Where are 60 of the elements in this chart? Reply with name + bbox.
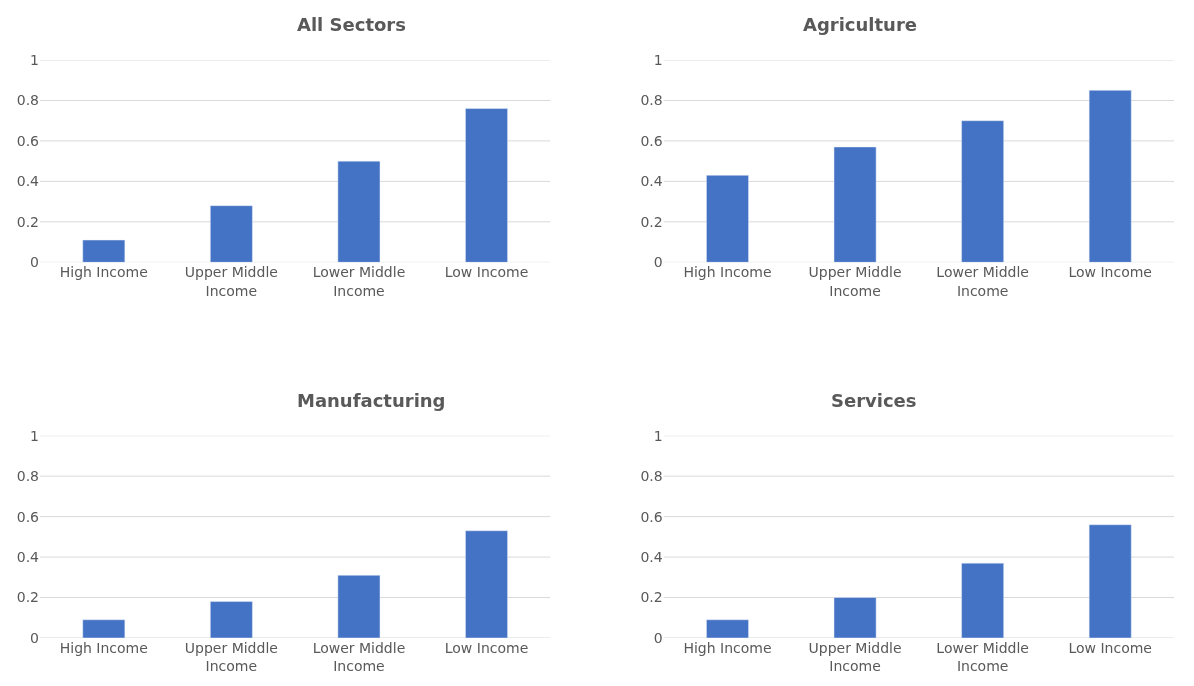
bar (465, 530, 508, 638)
y-tick-label: 0 (653, 254, 663, 271)
y-tick-label: 0.4 (16, 173, 40, 190)
x-tick-label: Lower Middle Income (312, 640, 406, 675)
x-tick-label: Low Income (1068, 264, 1152, 281)
y-tick-label: 0.8 (640, 92, 663, 109)
x-tick-label: Low Income (1068, 640, 1152, 656)
x-tick-label: Upper Middle Income (808, 640, 902, 675)
y-tick-label: 0.2 (640, 589, 663, 606)
x-tick-label: Lower Middle Income (312, 264, 406, 299)
bar (961, 120, 1004, 263)
y-tick-label: 0.6 (16, 132, 40, 149)
y-tick-label: 0.6 (640, 132, 663, 149)
y-tick-label: 0.4 (640, 173, 663, 190)
bar (465, 108, 508, 263)
y-tick-label: 0.4 (640, 548, 663, 565)
y-tick-label: 0.8 (16, 92, 39, 109)
bar (210, 601, 253, 638)
x-tick-label: Low Income (444, 640, 529, 656)
bar (833, 146, 877, 263)
x-tick-label: High Income (59, 640, 148, 656)
x-tick-label: High Income (683, 264, 772, 281)
x-tick-label: High Income (59, 264, 148, 281)
y-tick-label: 0 (653, 629, 663, 646)
bar (337, 160, 381, 263)
bar (82, 239, 126, 263)
y-tick-label: 0.8 (640, 468, 663, 485)
y-tick-label: 1 (653, 427, 663, 444)
bar (706, 619, 749, 638)
bar (337, 575, 381, 638)
bar (1088, 524, 1132, 638)
y-tick-label: 0.6 (640, 508, 663, 525)
chart-title: Services (831, 390, 917, 411)
y-tick-label: 0.2 (640, 213, 663, 230)
chart-title: All Sectors (297, 14, 406, 35)
chart-title: Agriculture (803, 14, 918, 35)
y-tick-label: 1 (653, 51, 663, 68)
y-tick-label: 0 (30, 629, 39, 646)
y-tick-label: 0.4 (16, 548, 40, 565)
y-tick-label: 0.2 (16, 213, 39, 230)
bar (833, 597, 877, 638)
bar (706, 175, 749, 263)
bar (82, 619, 126, 638)
bar (961, 562, 1004, 638)
x-tick-label: Lower Middle Income (936, 640, 1029, 675)
y-tick-label: 0.8 (16, 468, 39, 485)
chart-title: Manufacturing (297, 390, 446, 411)
x-tick-label: Low Income (444, 264, 529, 281)
y-tick-label: 0.6 (16, 508, 40, 525)
bar (1088, 90, 1132, 263)
x-tick-label: Upper Middle Income (808, 264, 902, 299)
y-tick-label: 0 (30, 254, 39, 271)
y-tick-label: 0.2 (16, 589, 39, 606)
y-tick-label: 1 (30, 427, 39, 444)
bar (210, 205, 253, 263)
x-tick-label: High Income (683, 640, 772, 656)
x-tick-label: Upper Middle Income (184, 640, 278, 675)
x-tick-label: Lower Middle Income (936, 264, 1029, 299)
x-tick-label: Upper Middle Income (184, 264, 278, 299)
y-tick-label: 1 (30, 51, 39, 68)
